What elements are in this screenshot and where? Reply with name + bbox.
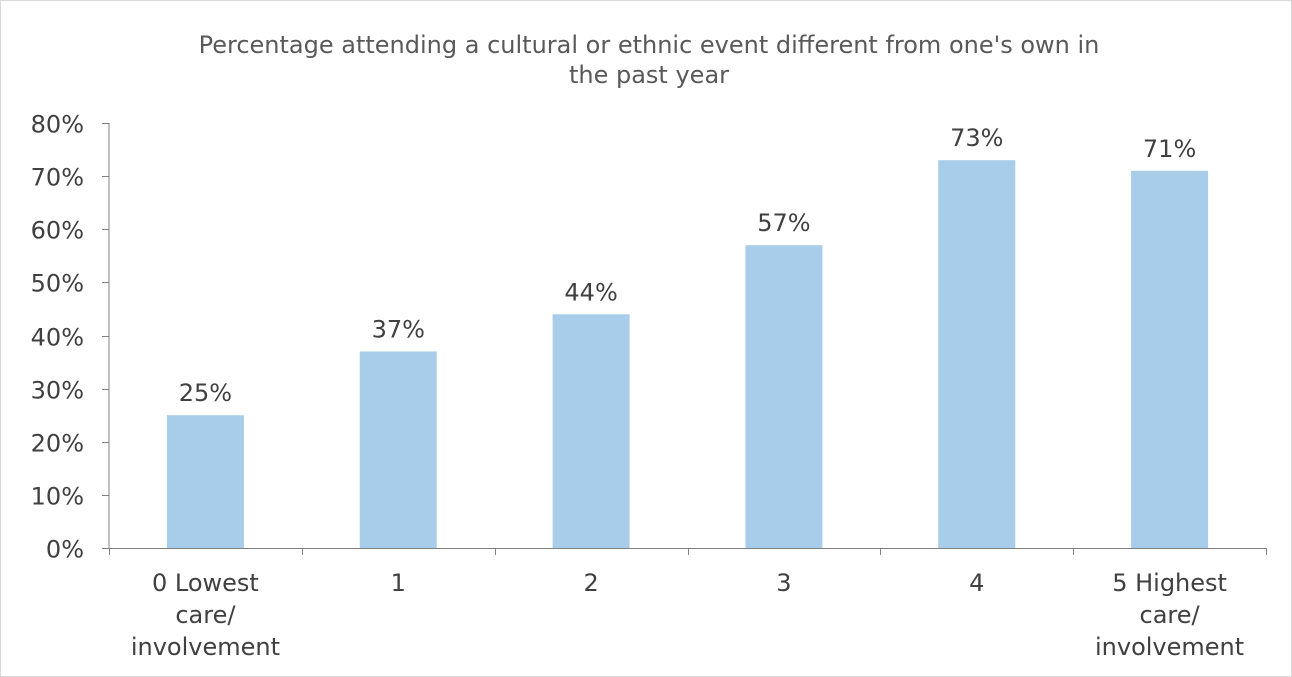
chart-title-line: Percentage attending a cultural or ethni… bbox=[199, 31, 1100, 59]
data-labels: 25% 37% 44% 57% 73% 71% bbox=[179, 124, 1197, 407]
y-tick-label: 30% bbox=[31, 377, 84, 405]
bar-value-label: 25% bbox=[179, 379, 232, 407]
chart-title: Percentage attending a cultural or ethni… bbox=[199, 31, 1100, 89]
bar bbox=[552, 314, 630, 548]
y-tick-label: 60% bbox=[31, 217, 84, 245]
bar bbox=[1131, 170, 1209, 548]
x-category-label: 2 bbox=[583, 569, 598, 597]
x-axis: 0 Lowest care/involvement 1 2 3 4 5 Highest car… bbox=[109, 548, 1267, 661]
bar-value-label: 57% bbox=[757, 209, 810, 237]
x-category-label: 3 bbox=[776, 569, 791, 597]
y-tick-label: 50% bbox=[31, 270, 84, 298]
bar bbox=[166, 415, 244, 548]
bar-series bbox=[166, 160, 1209, 548]
y-tick-label: 10% bbox=[31, 483, 84, 511]
x-category-label: 4 bbox=[969, 569, 984, 597]
chart-title-line: the past year bbox=[569, 61, 729, 89]
y-tick-label: 40% bbox=[31, 324, 84, 352]
x-category-label: 1 bbox=[391, 569, 406, 597]
bar bbox=[745, 245, 823, 548]
x-category-label: care/ bbox=[1140, 601, 1201, 629]
y-tick-label: 70% bbox=[31, 164, 84, 192]
x-category-label: involvement bbox=[131, 633, 280, 661]
y-tick-label: 0% bbox=[46, 536, 84, 564]
bar-value-label: 73% bbox=[950, 124, 1003, 152]
y-tick-label: 80% bbox=[31, 111, 84, 139]
bar-value-label: 37% bbox=[372, 315, 425, 343]
x-category-label: care/ bbox=[175, 601, 236, 629]
x-category-label: 5 Highest bbox=[1112, 569, 1227, 597]
bar bbox=[938, 160, 1016, 548]
bar-value-label: 71% bbox=[1143, 135, 1196, 163]
y-tick-label: 20% bbox=[31, 430, 84, 458]
bar-value-label: 44% bbox=[564, 278, 617, 306]
x-category-label: involvement bbox=[1095, 633, 1244, 661]
bar bbox=[359, 351, 437, 548]
y-axis: 0% 10% 20% 30% 40% 50% 60% 70% 80% bbox=[31, 111, 110, 564]
x-category-label: 0 Lowest bbox=[152, 569, 259, 597]
